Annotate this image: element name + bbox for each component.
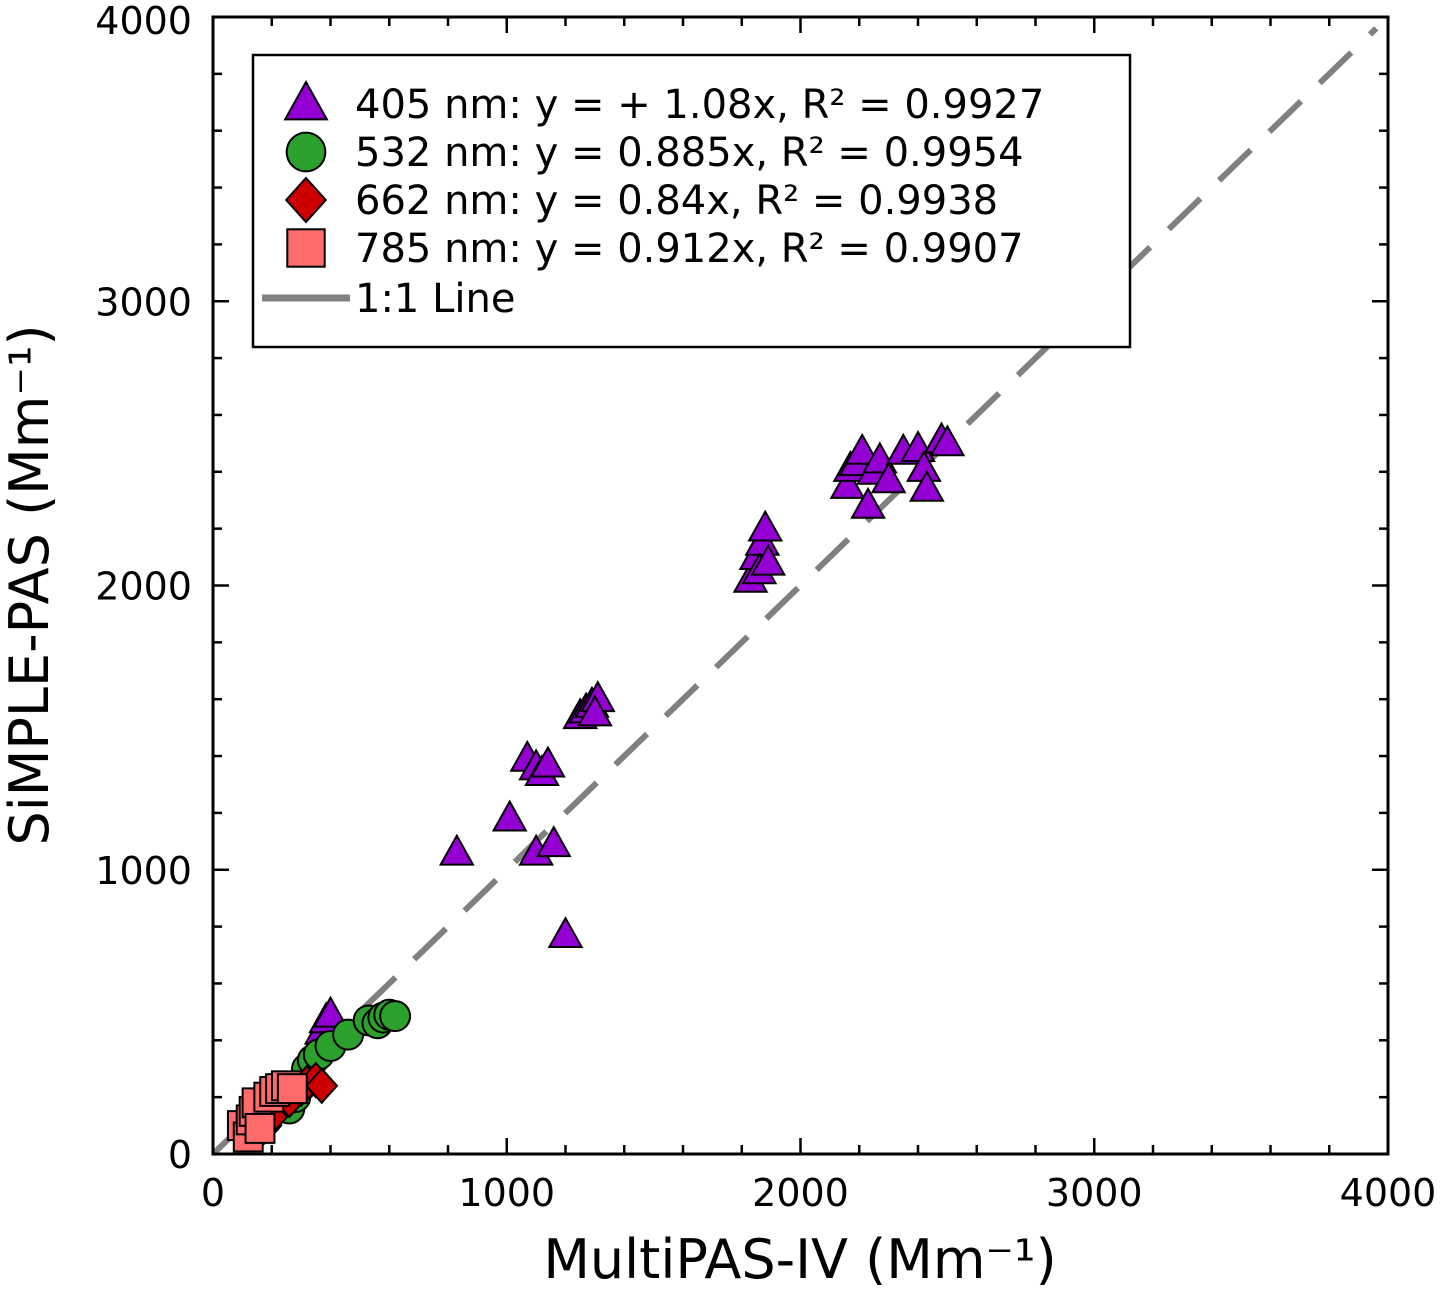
x-tick-label: 0 bbox=[201, 1171, 225, 1215]
legend-marker-square bbox=[286, 228, 326, 268]
x-tick-label: 2000 bbox=[752, 1171, 849, 1215]
data-point-triangle bbox=[535, 825, 572, 858]
data-point-triangle bbox=[530, 745, 566, 778]
reference-line-layer bbox=[210, 26, 1379, 1157]
x-tick-label: 1000 bbox=[458, 1171, 555, 1215]
y-tick-label: 0 bbox=[168, 1133, 192, 1177]
legend-label: 785 nm: y = 0.912x, R² = 0.9907 bbox=[355, 226, 1024, 272]
data-point-triangle bbox=[491, 799, 528, 832]
ticks-layer: 0 1000 2000 3000 4000 0 1000 2000 3000 4000 bbox=[95, 0, 1436, 1215]
legend-label: 1:1 Line bbox=[355, 276, 515, 322]
x-axis-title: MultiPAS-IV (Mm⁻¹) bbox=[543, 1228, 1056, 1289]
legend-label: 532 nm: y = 0.885x, R² = 0.9954 bbox=[355, 130, 1024, 176]
legend-label: 662 nm: y = 0.84x, R² = 0.9938 bbox=[355, 178, 998, 224]
one-to-one-line bbox=[210, 26, 1379, 1157]
legend-marker-diamond bbox=[284, 176, 328, 224]
y-tick-label: 1000 bbox=[95, 849, 192, 893]
data-point-triangle bbox=[547, 916, 584, 949]
data-points-layer bbox=[226, 421, 966, 1153]
data-point-triangle bbox=[577, 694, 613, 727]
y-tick-label: 4000 bbox=[95, 0, 192, 43]
data-point-diamond bbox=[305, 1067, 339, 1105]
data-point-square bbox=[244, 1112, 276, 1144]
y-axis-title: SiMPLE-PAS (Mm⁻¹) bbox=[0, 324, 61, 845]
data-point-circle bbox=[379, 1000, 412, 1033]
x-tick-label: 4000 bbox=[1340, 1171, 1437, 1215]
legend-label: 405 nm: y = + 1.08x, R² = 0.9927 bbox=[355, 82, 1044, 128]
data-point-triangle bbox=[844, 432, 881, 465]
data-point-triangle bbox=[747, 509, 784, 542]
data-point-square bbox=[276, 1073, 308, 1105]
data-point-triangle bbox=[312, 995, 349, 1028]
legend-box bbox=[251, 53, 1132, 349]
data-point-triangle bbox=[829, 466, 866, 499]
data-point-triangle bbox=[908, 469, 945, 502]
y-tick-label: 2000 bbox=[95, 565, 192, 609]
y-tick-label: 3000 bbox=[95, 280, 192, 324]
data-point-triangle bbox=[929, 424, 966, 457]
data-point-triangle bbox=[438, 833, 475, 866]
legend-marker-triangle bbox=[283, 79, 329, 121]
data-point-triangle bbox=[850, 486, 886, 519]
data-point-triangle bbox=[870, 461, 907, 494]
legend-marker-circle bbox=[285, 131, 327, 173]
data-point-triangle bbox=[750, 543, 787, 576]
x-tick-label: 3000 bbox=[1046, 1171, 1143, 1215]
